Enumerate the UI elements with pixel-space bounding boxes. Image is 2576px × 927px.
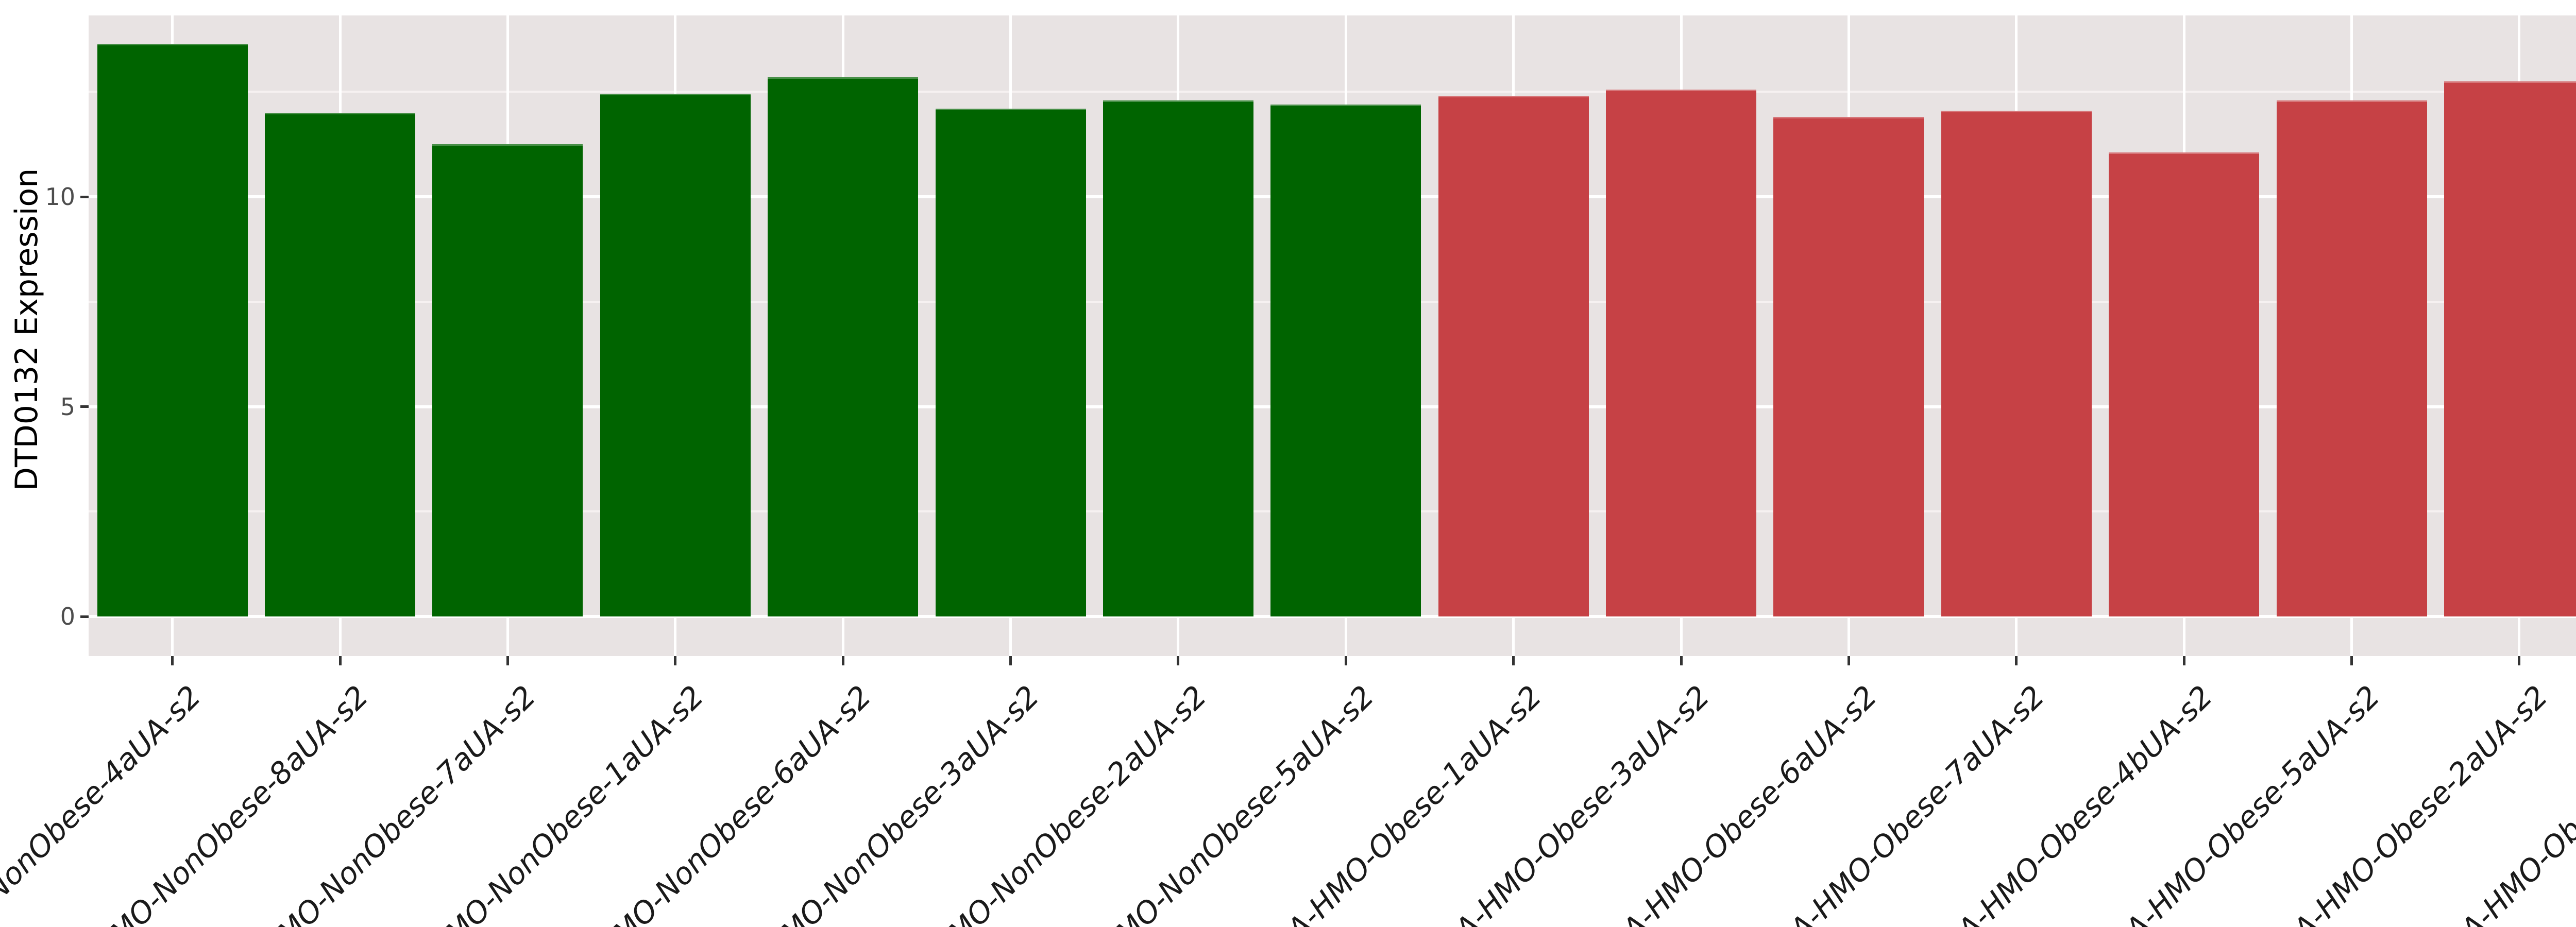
x-tick-mark [1177, 656, 1180, 665]
bar-PGA-HMO-Obese-6aUA-s2 [1773, 117, 1924, 616]
x-tick-mark [2015, 656, 2018, 665]
y-tick-mark [80, 195, 89, 198]
plot-area [89, 15, 2576, 656]
bar-PGA-HMO-NonObese-2aUA-s2 [1103, 100, 1253, 616]
bar-PGA-HMO-NonObese-1aUA-s2 [600, 94, 751, 616]
y-tick-label: 5 [60, 392, 75, 421]
x-tick-mark [1009, 656, 1012, 665]
bar-PGA-HMO-NonObese-8aUA-s2 [265, 113, 416, 616]
x-tick-mark [2350, 656, 2353, 665]
x-tick-mark [338, 656, 342, 665]
bar-PGA-HMO-NonObese-7aUA-s2 [432, 144, 583, 616]
x-tick-mark [841, 656, 844, 665]
y-tick-mark [80, 615, 89, 618]
minor-gridline [89, 91, 2576, 93]
x-tick-mark [506, 656, 509, 665]
major-gridline [89, 615, 2576, 618]
x-tick-mark [2182, 656, 2185, 665]
bar-PGA-HMO-Obese-3aUA-s2 [1606, 90, 1757, 616]
bar-PGA-HMO-NonObese-4aUA-s2 [97, 43, 248, 616]
x-tick-mark [1512, 656, 1515, 665]
x-tick-mark [171, 656, 174, 665]
x-tick-mark [1680, 656, 1683, 665]
bar-PGA-HMO-Obese-1aUA-s2 [1438, 96, 1589, 616]
bar-PGA-HMO-Obese-7aUA-s2 [1941, 110, 2092, 616]
x-tick-mark [2518, 656, 2521, 665]
bar-PGA-HMO-NonObese-3aUA-s2 [935, 108, 1086, 616]
bar-PGA-HMO-Obese-5aUA-s2 [2276, 100, 2427, 616]
bar-PGA-HMO-Obese-4bUA-s2 [2109, 152, 2260, 616]
x-tick-mark [674, 656, 677, 665]
bar-PGA-HMO-NonObese-5aUA-s2 [1270, 104, 1421, 616]
bar-PGA-HMO-Obese-2aUA-s2 [2444, 81, 2576, 616]
x-tick-mark [1344, 656, 1347, 665]
x-tick-mark [1847, 656, 1850, 665]
y-tick-label: 10 [45, 183, 75, 211]
y-tick-mark [80, 405, 89, 408]
bar-PGA-HMO-NonObese-6aUA-s2 [768, 77, 919, 616]
y-axis-label: DTD0132 Expression [9, 168, 45, 491]
y-tick-label: 0 [60, 603, 75, 630]
